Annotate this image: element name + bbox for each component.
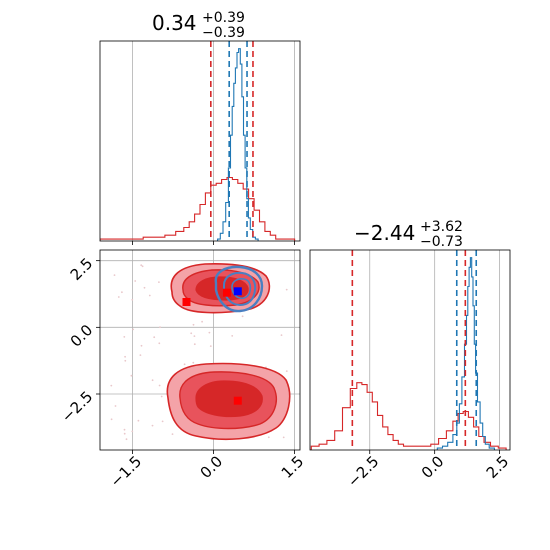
contour-blue-outer <box>214 265 264 313</box>
scatter-point <box>148 294 151 297</box>
hist-1-quantile-lines <box>210 41 254 241</box>
contour-panel <box>99 249 301 451</box>
axis-ticks: −1.5 0.0 1.5 −2.5 0.0 2.5 2.5 0.0 −2.5 <box>58 241 512 491</box>
scatter-point <box>153 336 156 339</box>
scatter-point <box>110 384 113 387</box>
hist-1-grid <box>132 41 295 241</box>
scatter-point <box>125 438 128 441</box>
scatter-point <box>231 335 234 337</box>
scatter-point <box>113 274 116 276</box>
scatter-point <box>123 432 126 435</box>
contour-ytick-label-0: 2.5 <box>67 254 97 284</box>
hist-1-title: 0.34 +0.39 −0.39 <box>152 10 245 41</box>
scatter-point <box>285 288 288 291</box>
scatter-point <box>161 420 164 423</box>
scatter-point <box>114 405 117 407</box>
hist-2-series-blue <box>436 257 495 450</box>
contour-ytick-label-2: −2.5 <box>58 388 96 426</box>
hist-2-title-minus: −0.73 <box>420 234 463 250</box>
scatter-point <box>190 332 193 335</box>
contour-red-lower <box>166 362 291 441</box>
scatter-point <box>124 355 126 358</box>
scatter-point <box>130 374 133 377</box>
scatter-point <box>131 430 134 433</box>
scatter-point <box>193 343 196 346</box>
hist-2-frame <box>309 249 511 451</box>
contour-red-upper <box>170 263 271 314</box>
hist-2-series-red <box>310 382 507 450</box>
scatter-point <box>241 315 244 318</box>
scatter-point <box>171 433 174 435</box>
hist-1-title-value: 0.34 <box>152 11 197 35</box>
contour-red-lower-inner <box>195 380 263 418</box>
scatter-point <box>159 326 161 329</box>
scatter-point <box>137 419 140 422</box>
scatter-point <box>124 359 127 362</box>
scatter-point <box>282 436 285 439</box>
marker-red-0 <box>182 298 191 306</box>
contour-markers <box>182 287 242 405</box>
scatter-point <box>158 384 161 387</box>
scatter-point <box>158 342 161 345</box>
scatter-point <box>280 334 283 336</box>
hist-1-series-blue <box>217 48 259 241</box>
scatter-point <box>158 281 160 283</box>
scatter-point <box>151 379 154 382</box>
hist-2-grid <box>369 250 501 450</box>
contour-blue-inner <box>231 278 252 300</box>
contour-frame <box>99 249 301 451</box>
marker-blue-2 <box>233 287 242 296</box>
scatter-point <box>201 320 204 323</box>
scatter-point <box>110 418 113 421</box>
hist-panel-2: −2.44 +3.62 −0.73 <box>309 219 511 451</box>
scatter-point <box>123 336 126 338</box>
scatter-point <box>208 331 211 334</box>
scatter-point <box>285 370 288 372</box>
contour-xtick-label-2: 1.5 <box>278 452 308 482</box>
scatter-point <box>139 354 142 356</box>
hist-2-title-plus: +3.62 <box>420 219 463 235</box>
hist-2-xtick-label-0: −2.5 <box>344 452 382 490</box>
scatter-point <box>117 296 120 298</box>
hist-1-frame <box>99 40 301 242</box>
scatter-point <box>160 395 163 398</box>
scatter-point <box>192 323 195 326</box>
scatter-point <box>267 436 270 439</box>
hist-2-title: −2.44 +3.62 −0.73 <box>354 219 463 250</box>
hist-2-xtick-label-2: 2.5 <box>483 452 513 482</box>
scatter-point <box>141 265 144 268</box>
scatter-point <box>123 428 126 431</box>
scatter-point <box>140 344 143 347</box>
hist-1-series-red <box>100 176 296 241</box>
scatter-point <box>183 363 186 366</box>
hist-2-title-value: −2.44 <box>354 221 415 245</box>
contour-ytick-label-1: 0.0 <box>67 321 97 351</box>
contour-blue <box>214 265 264 313</box>
marker-red-3 <box>233 396 242 405</box>
scatter-point <box>134 280 137 282</box>
hist-1-title-plus: +0.39 <box>202 10 245 26</box>
scatter-point <box>132 328 135 331</box>
hist-2-quantile-lines <box>351 250 478 450</box>
scatter-point <box>209 345 212 347</box>
scatter-point <box>193 335 196 337</box>
scatter-point <box>140 264 143 267</box>
contour-blue-mid <box>223 271 257 307</box>
hist-1-title-minus: −0.39 <box>202 25 245 41</box>
contour-xtick-label-1: 0.0 <box>197 452 227 482</box>
scatter-point <box>143 286 146 289</box>
hist-1-bars <box>100 48 296 241</box>
scatter-point <box>131 298 134 301</box>
hist-2-xtick-label-1: 0.0 <box>418 452 448 482</box>
hist-panel-1: 0.34 +0.39 −0.39 <box>99 10 301 242</box>
contour-xtick-label-0: −1.5 <box>107 452 145 490</box>
scatter-point <box>121 291 123 294</box>
scatter-point <box>192 361 195 364</box>
scatter-point <box>151 424 154 427</box>
hist-2-bars <box>310 257 507 450</box>
marker-red-1 <box>223 288 231 297</box>
